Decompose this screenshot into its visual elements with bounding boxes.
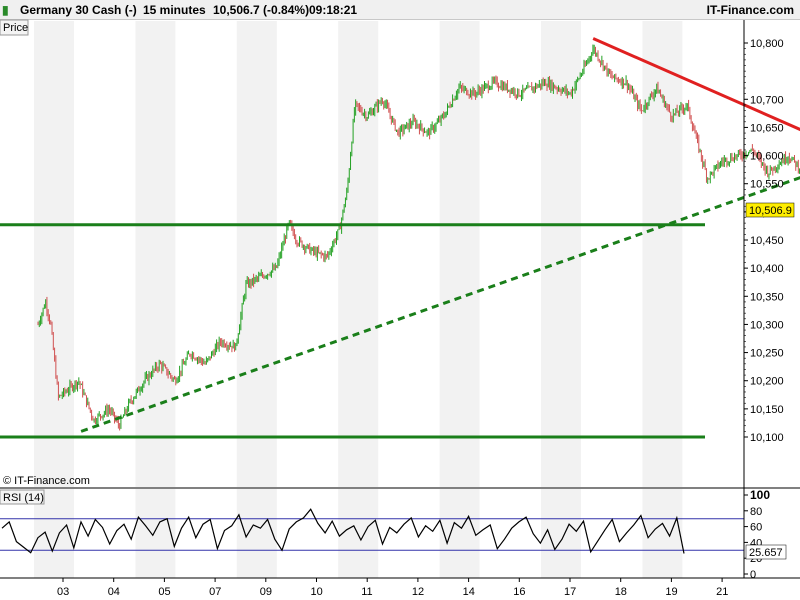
price-tick-label: 10,800	[750, 38, 784, 50]
day-shade	[541, 21, 581, 487]
x-tick-label: 16	[513, 586, 525, 598]
x-tick-label: 07	[209, 586, 221, 598]
price-tick-label: 10,700	[750, 94, 784, 106]
price-tick-label: 10,200	[750, 376, 784, 388]
price-tick-label: 10,600	[750, 151, 784, 163]
x-tick-label: 04	[108, 586, 120, 598]
rising-trendline	[80, 176, 800, 433]
x-tick-label: 03	[57, 586, 69, 598]
rsi-tick-label: 100	[750, 488, 770, 502]
x-tick-label: 09	[260, 586, 272, 598]
rsi-panel-label: RSI (14)	[3, 492, 44, 504]
chart-header: ▮ Germany 30 Cash (-) 15 minutes 10,506.…	[0, 0, 800, 20]
day-shade	[338, 21, 379, 487]
last-quote: 10,506.7 (-0.84%)	[213, 3, 310, 17]
current-rsi-value: 25.657	[749, 547, 783, 559]
rsi-line	[1, 508, 685, 554]
price-panel-label-box	[0, 19, 29, 36]
rsi-tick-label: 80	[750, 506, 762, 518]
day-shade	[642, 21, 683, 487]
price-tick-label: 10,100	[750, 432, 784, 444]
current-price-tag	[745, 202, 795, 218]
current-price-value: 10,506.9	[749, 205, 792, 217]
price-tick-label: 10,250	[750, 348, 784, 360]
x-tick-label: 21	[716, 586, 728, 598]
x-tick-label: 14	[463, 586, 475, 598]
x-tick-label: 17	[564, 586, 576, 598]
day-shade	[135, 489, 176, 578]
instrument-name: Germany 30 Cash (-)	[20, 3, 137, 17]
rsi-tick-label: 0	[750, 569, 756, 581]
price-panel-label: Price	[3, 22, 28, 34]
day-shade	[439, 21, 480, 487]
x-tick-label: 05	[158, 586, 170, 598]
day-shade	[34, 21, 74, 487]
x-tick-label: 18	[615, 586, 627, 598]
day-shade	[642, 489, 683, 578]
price-tick-label: 10,450	[750, 235, 784, 247]
quote-time: 09:18:21	[309, 3, 358, 17]
price-tick-label: 10,650	[750, 122, 784, 134]
candlestick-icon: ▮	[2, 3, 9, 17]
day-shade	[236, 489, 277, 578]
price-tick-label: 10,400	[750, 263, 784, 275]
brand-label: IT-Finance.com	[706, 3, 794, 17]
timeframe-label: 15 minutes	[143, 3, 206, 17]
rsi-tick-label: 60	[750, 522, 762, 534]
price-tick-label: 10,300	[750, 319, 784, 331]
x-tick-label: 12	[412, 586, 424, 598]
x-tick-label: 11	[361, 586, 372, 598]
day-shade	[236, 21, 277, 487]
day-shade	[541, 489, 581, 578]
watermark: © IT-Finance.com	[3, 475, 90, 487]
day-shade	[439, 489, 480, 578]
day-shade	[135, 21, 176, 487]
price-tick-label: 10,550	[750, 179, 784, 191]
current-rsi-tag	[745, 544, 787, 560]
x-tick-label: 19	[665, 586, 677, 598]
price-tick-label: 10,350	[750, 291, 784, 303]
rsi-panel-label-box	[0, 489, 45, 505]
falling-trendline	[592, 37, 800, 132]
price-tick-label: 10,150	[750, 404, 784, 416]
x-tick-label: 10	[311, 586, 323, 598]
